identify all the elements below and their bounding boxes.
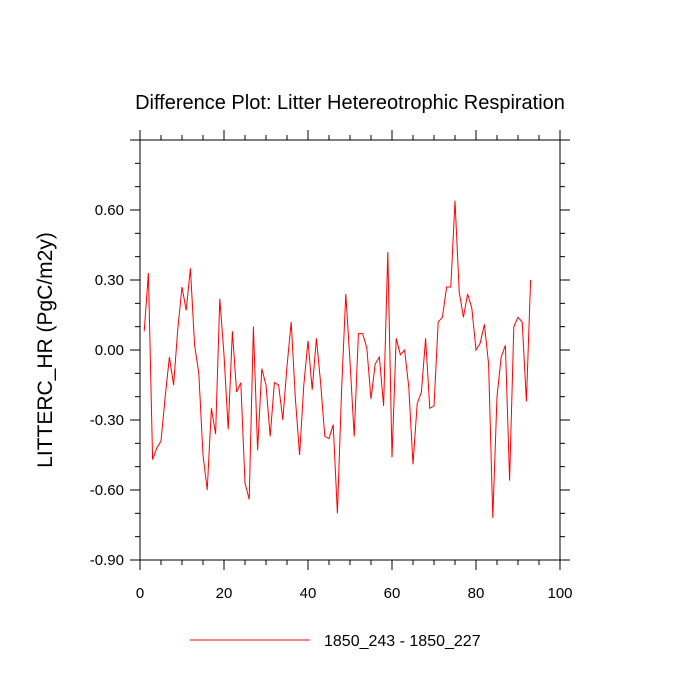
y-tick-label: -0.90 [90, 552, 124, 569]
x-tick-label: 20 [216, 585, 233, 602]
y-tick-label: 0.60 [95, 202, 124, 219]
axis-ticks [130, 130, 570, 570]
y-axis-label: LITTERC_HR (PgC/m2y) [34, 232, 57, 468]
x-tick-label: 80 [468, 585, 485, 602]
y-tick-label: -0.60 [90, 482, 124, 499]
x-tick-label: 100 [547, 585, 572, 602]
x-tick-label: 40 [300, 585, 317, 602]
plot-area [143, 200, 532, 519]
x-tick-label: 0 [136, 585, 144, 602]
series-line [143, 200, 532, 519]
plot-frame [139, 139, 561, 561]
legend-label: 1850_243 - 1850_227 [324, 633, 481, 650]
y-tick-label: 0.30 [95, 272, 124, 289]
y-tick-label: -0.30 [90, 412, 124, 429]
axis-tick-labels: 0 20 40 60 80 100 -0.90 -0.60 -0.30 0.00 0.30 0.60 [90, 202, 573, 602]
chart-title: Difference Plot: Litter Hetereotrophic R… [135, 92, 565, 114]
legend: 1850_243 - 1850_227 [190, 633, 481, 650]
x-tick-label: 60 [384, 585, 401, 602]
y-tick-label: 0.00 [95, 342, 124, 359]
